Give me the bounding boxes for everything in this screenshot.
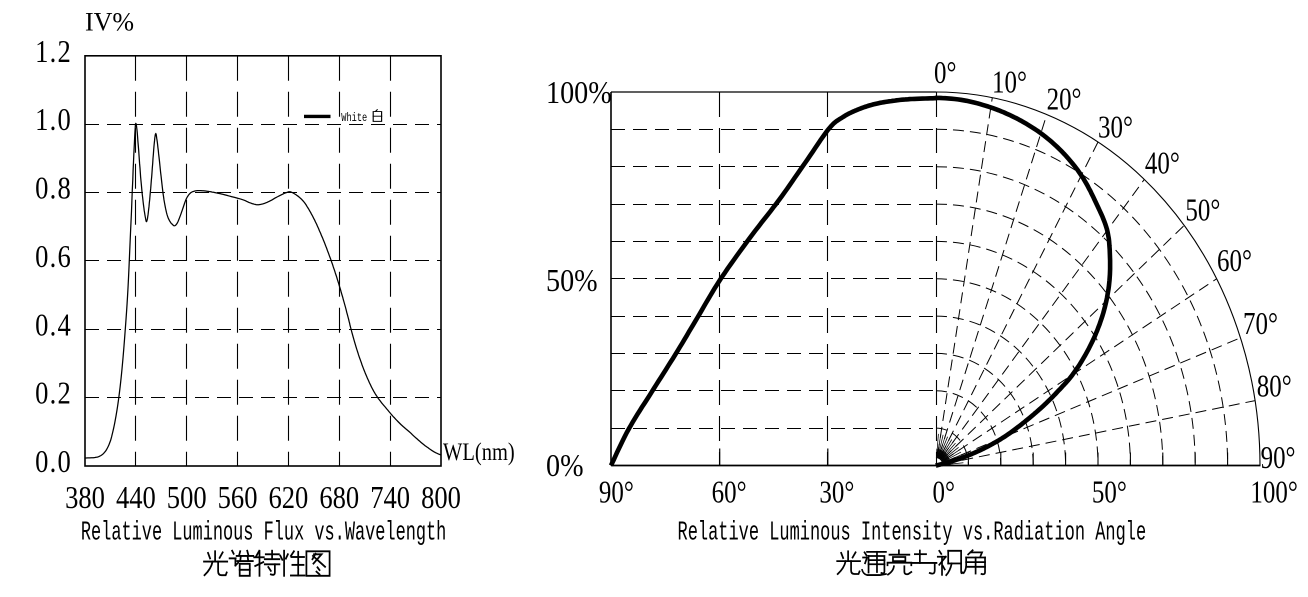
svg-text:10°: 10° <box>992 65 1027 101</box>
svg-text:1.0: 1.0 <box>35 103 72 138</box>
svg-text:500: 500 <box>167 481 207 516</box>
svg-text:1.2: 1.2 <box>35 35 72 70</box>
svg-text:100°: 100° <box>1250 475 1297 511</box>
svg-text:WL(nm): WL(nm) <box>443 438 515 465</box>
svg-text:30°: 30° <box>1098 110 1133 146</box>
svg-text:Relative Luminous Flux vs.Wave: Relative Luminous Flux vs.Wavelength <box>81 517 446 548</box>
svg-text:90°: 90° <box>599 475 634 511</box>
svg-text:50%: 50% <box>546 262 598 298</box>
svg-text:0.6: 0.6 <box>35 240 72 275</box>
svg-text:Relative Luminous Intensity vs: Relative Luminous Intensity vs.Radiation… <box>678 517 1147 548</box>
svg-text:90°: 90° <box>1261 440 1296 476</box>
svg-text:30°: 30° <box>819 475 854 511</box>
svg-text:380: 380 <box>65 481 105 516</box>
svg-text:0%: 0% <box>546 447 584 483</box>
svg-text:620: 620 <box>269 481 309 516</box>
svg-text:60°: 60° <box>1217 243 1252 279</box>
svg-text:100%: 100% <box>546 74 612 110</box>
svg-text:0.0: 0.0 <box>35 445 72 480</box>
svg-text:560: 560 <box>218 481 258 516</box>
svg-text:740: 740 <box>370 481 410 516</box>
svg-text:440: 440 <box>116 481 156 516</box>
svg-text:70°: 70° <box>1243 306 1278 342</box>
svg-text:680: 680 <box>319 481 359 516</box>
svg-text:IV%: IV% <box>85 8 134 37</box>
svg-text:0.8: 0.8 <box>35 171 72 206</box>
svg-text:0.4: 0.4 <box>35 308 72 343</box>
svg-text:0.2: 0.2 <box>35 376 72 411</box>
svg-text:0°: 0° <box>932 475 954 511</box>
svg-text:800: 800 <box>421 481 461 516</box>
svg-text:40°: 40° <box>1145 146 1180 182</box>
svg-text:60°: 60° <box>712 475 747 511</box>
svg-text:White: White <box>341 112 367 126</box>
svg-text:80°: 80° <box>1257 369 1292 405</box>
svg-text:20°: 20° <box>1047 82 1082 118</box>
svg-text:50°: 50° <box>1185 192 1220 228</box>
svg-text:50°: 50° <box>1092 475 1127 511</box>
svg-text:0°: 0° <box>934 55 956 91</box>
